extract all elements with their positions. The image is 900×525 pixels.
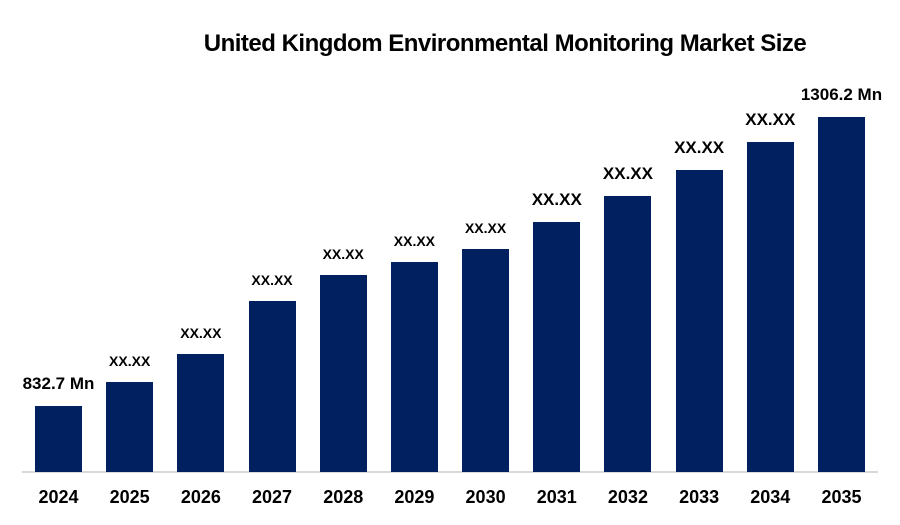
bar-value-label-2029: XX.XX [393,233,436,249]
bar-value-label-2030: XX.XX [464,220,507,236]
bar-2034 [746,142,794,472]
x-tick-label-2031: 2031 [536,487,577,507]
bar-value-label-2024: 832.7 Mn [22,374,95,393]
bar-2025 [106,382,154,472]
x-tick-label-2026: 2026 [180,487,221,507]
bar-2027 [248,301,296,472]
x-tick-label-2027: 2027 [252,487,293,507]
x-tick-label-2025: 2025 [109,487,150,507]
bar-value-label-2025: XX.XX [109,353,151,369]
bar-value-label-2034: XX.XX [745,110,796,129]
bar-value-label-2035: 1306.2 Mn [800,85,883,104]
bar-2028 [319,275,367,472]
bar-2029 [390,262,438,472]
bar-2035 [817,117,865,472]
bar-value-label-2032: XX.XX [602,164,653,183]
bar-2024 [35,406,82,472]
bar-2030 [462,249,510,472]
x-tick-label-2029: 2029 [394,487,435,507]
x-tick-label-2028: 2028 [323,487,364,507]
x-tick-label-2032: 2032 [607,487,648,507]
bar-2032 [604,196,652,472]
bar-2026 [177,354,225,472]
bar-value-label-2027: XX.XX [251,272,293,288]
bar-2031 [533,222,581,472]
bar-value-label-2033: XX.XX [674,138,725,157]
bar-value-label-2028: XX.XX [322,246,364,262]
bar-value-label-2026: XX.XX [180,325,222,341]
x-tick-label-2024: 2024 [38,487,79,507]
x-tick-label-2035: 2035 [821,487,862,507]
bar-2033 [675,170,723,472]
bar-value-label-2031: XX.XX [531,190,582,209]
x-tick-label-2034: 2034 [750,487,791,507]
x-axis-line [22,471,878,473]
chart-title: United Kingdom Environmental Monitoring … [203,30,807,57]
x-tick-label-2030: 2030 [465,487,506,507]
x-tick-label-2033: 2033 [679,487,720,507]
